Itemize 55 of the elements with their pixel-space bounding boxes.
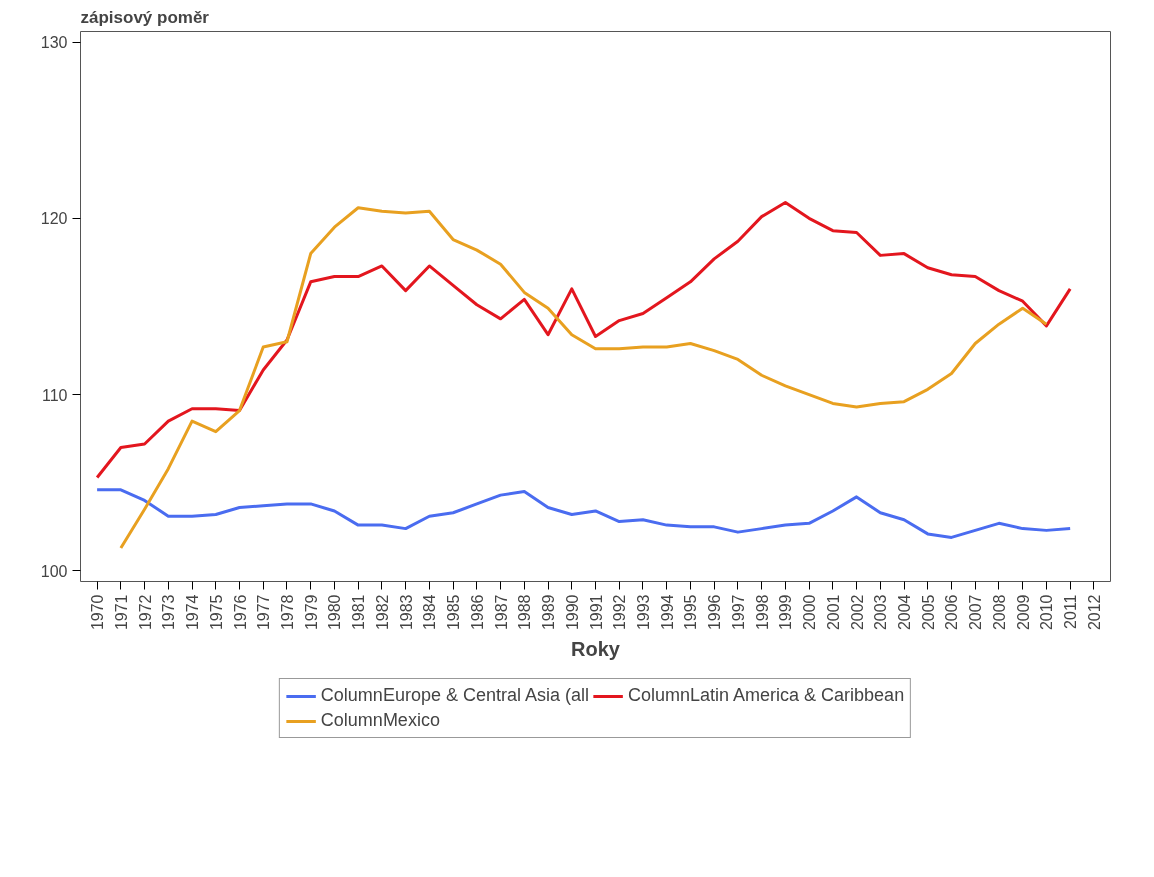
y-tick-label: 100 bbox=[40, 562, 68, 580]
legend-label: ColumnLatin America & Caribbean bbox=[627, 685, 905, 706]
x-tick-label: 1982 bbox=[373, 594, 391, 631]
x-tick-label: 1996 bbox=[706, 594, 724, 631]
line-series bbox=[95, 488, 1072, 539]
x-tick-label: 1999 bbox=[777, 594, 795, 631]
x-tick-label: 1981 bbox=[350, 594, 368, 631]
x-tick-label: 1974 bbox=[184, 594, 202, 631]
x-tick-label: 1977 bbox=[255, 594, 273, 631]
x-tick-label: 1983 bbox=[397, 594, 415, 631]
x-tick-label: 2000 bbox=[801, 594, 819, 631]
x-tick-label: 2008 bbox=[990, 594, 1008, 631]
x-tick-label: 2006 bbox=[943, 594, 961, 631]
x-tick-label: 1993 bbox=[634, 594, 652, 631]
x-tick-label: 2010 bbox=[1038, 594, 1056, 631]
x-tick-label: 2001 bbox=[824, 594, 842, 631]
x-tick-label: 1998 bbox=[753, 594, 771, 631]
x-tick-label: 1975 bbox=[207, 594, 225, 631]
y-tick-label: 130 bbox=[40, 34, 68, 52]
x-tick-label: 1992 bbox=[611, 594, 629, 631]
x-tick-label: 1985 bbox=[445, 594, 463, 631]
x-tick-label: 1994 bbox=[658, 594, 676, 631]
x-tick-label: 1986 bbox=[468, 594, 486, 631]
x-tick-label: 1978 bbox=[278, 594, 296, 631]
line-series bbox=[95, 200, 1072, 479]
line-series bbox=[119, 206, 1048, 550]
x-tick-label: 2009 bbox=[1014, 594, 1032, 631]
x-tick-label: 1984 bbox=[421, 594, 439, 631]
x-tick-label: 1997 bbox=[729, 594, 747, 631]
legend-label: ColumnMexico bbox=[320, 710, 440, 731]
x-tick-label: 2002 bbox=[848, 594, 866, 631]
x-tick-label: 1970 bbox=[89, 594, 107, 631]
x-tick-label: 1980 bbox=[326, 594, 344, 631]
x-tick-label: 2003 bbox=[872, 594, 890, 631]
x-tick-label: 1979 bbox=[302, 594, 320, 631]
x-tick-label: 1976 bbox=[231, 594, 249, 631]
y-tick-label: 110 bbox=[41, 386, 68, 404]
x-tick-label: 1989 bbox=[540, 594, 558, 631]
x-tick-label: 2011 bbox=[1062, 594, 1080, 629]
chart-title: zápisový poměr bbox=[80, 7, 210, 27]
x-tick-label: 1995 bbox=[682, 594, 700, 631]
x-tick-label: 1972 bbox=[136, 594, 154, 631]
x-tick-label: 2007 bbox=[967, 594, 985, 631]
x-tick-label: 1973 bbox=[160, 594, 178, 631]
legend-label: ColumnEurope & Central Asia (all bbox=[320, 685, 589, 706]
x-tick-label: 1987 bbox=[492, 594, 510, 631]
y-tick-label: 120 bbox=[40, 210, 68, 228]
x-tick-label: 1991 bbox=[587, 594, 605, 631]
x-tick-label: 1990 bbox=[563, 594, 581, 631]
x-axis-title: Roky bbox=[571, 638, 621, 661]
x-tick-label: 2004 bbox=[896, 594, 914, 631]
x-tick-label: 1988 bbox=[516, 594, 534, 631]
x-tick-label: 2012 bbox=[1085, 594, 1103, 631]
x-tick-label: 1971 bbox=[112, 594, 130, 631]
x-tick-label: 2005 bbox=[919, 594, 937, 631]
